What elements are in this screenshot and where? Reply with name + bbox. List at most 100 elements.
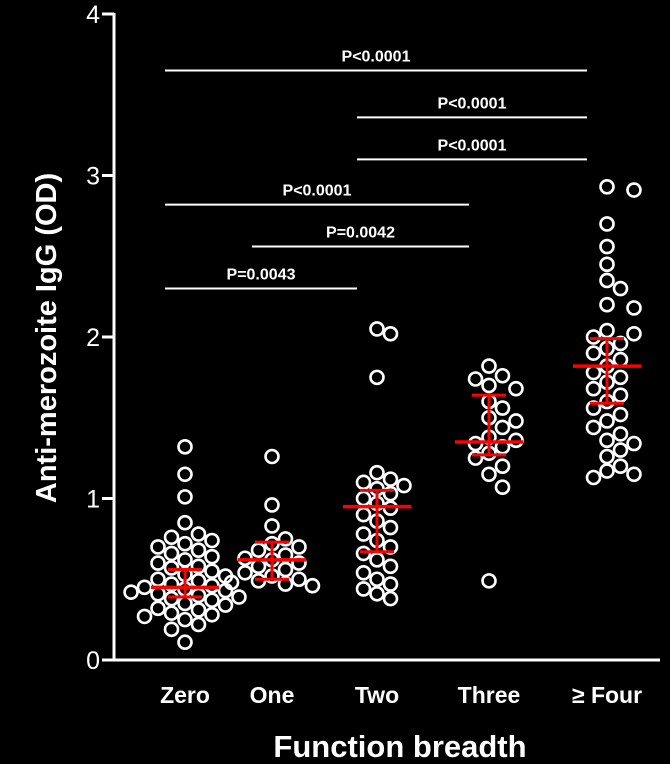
p-value-label: P<0.0001 bbox=[283, 183, 352, 200]
data-point bbox=[585, 469, 602, 486]
data-point bbox=[190, 587, 207, 604]
data-point bbox=[585, 400, 602, 416]
data-point bbox=[612, 426, 629, 442]
data-point bbox=[599, 296, 615, 313]
data-point bbox=[382, 519, 399, 536]
data-point bbox=[467, 450, 484, 466]
y-axis-label: Anti-merozoite IgG (OD) bbox=[31, 173, 63, 503]
data-point bbox=[250, 573, 267, 589]
data-point bbox=[626, 466, 642, 483]
data-point bbox=[612, 369, 629, 386]
data-point bbox=[190, 616, 207, 633]
data-point bbox=[508, 413, 524, 429]
data-point bbox=[177, 489, 193, 505]
data-point bbox=[612, 458, 629, 475]
x-tick-label: Two bbox=[355, 682, 399, 708]
y-tick-label: 0 bbox=[86, 647, 100, 675]
p-value-label: P=0.0042 bbox=[326, 225, 395, 242]
data-point bbox=[612, 335, 629, 352]
data-point bbox=[382, 539, 399, 555]
data-point bbox=[599, 322, 615, 339]
data-point bbox=[277, 531, 294, 547]
data-point bbox=[163, 545, 180, 562]
data-point bbox=[494, 367, 511, 384]
data-point bbox=[231, 589, 247, 605]
data-point bbox=[177, 595, 193, 612]
data-point bbox=[626, 300, 642, 316]
data-point bbox=[612, 406, 629, 423]
p-value-label: P=0.0043 bbox=[227, 267, 296, 284]
data-point bbox=[190, 602, 207, 618]
data-point bbox=[291, 555, 307, 571]
data-point bbox=[508, 380, 524, 397]
data-point bbox=[599, 463, 615, 479]
data-point bbox=[277, 576, 294, 592]
y-tick-label: 2 bbox=[86, 324, 100, 352]
data-point bbox=[355, 526, 372, 542]
data-point bbox=[217, 597, 234, 613]
data-point bbox=[177, 611, 193, 628]
data-point bbox=[177, 439, 193, 455]
data-point bbox=[585, 419, 602, 436]
data-point bbox=[612, 387, 629, 403]
data-point bbox=[481, 377, 497, 394]
data-point bbox=[382, 558, 399, 575]
data-point bbox=[177, 552, 193, 568]
data-point bbox=[204, 532, 220, 549]
data-point bbox=[599, 216, 615, 232]
data-point bbox=[467, 371, 484, 387]
data-point bbox=[150, 539, 166, 555]
data-point bbox=[204, 592, 220, 609]
data-point bbox=[612, 351, 629, 368]
comparison-brackets: P=0.0043 P=0.0042 P<0.0001 P<0.0001 P<0.0001… bbox=[165, 49, 587, 290]
data-point bbox=[190, 526, 207, 542]
data-point bbox=[190, 573, 207, 589]
data-point bbox=[599, 238, 615, 255]
x-tick-label: Zero bbox=[160, 682, 210, 708]
data-point bbox=[369, 585, 385, 602]
data-point bbox=[136, 579, 153, 596]
data-point bbox=[250, 542, 267, 558]
data-point bbox=[264, 448, 280, 465]
data-point bbox=[291, 571, 307, 588]
data-point bbox=[304, 577, 321, 594]
data-point bbox=[177, 535, 193, 552]
data-point bbox=[355, 545, 372, 562]
data-point bbox=[382, 590, 399, 607]
data-point bbox=[355, 581, 372, 597]
data-point bbox=[291, 539, 307, 555]
data-point bbox=[626, 435, 642, 452]
data-points bbox=[123, 179, 642, 651]
y-tick-label: 4 bbox=[86, 1, 100, 29]
data-point bbox=[150, 585, 166, 602]
data-point bbox=[585, 329, 602, 345]
data-point bbox=[494, 400, 511, 416]
data-point bbox=[396, 477, 412, 494]
axes: 0 1 2 3 4 Zero One Two Three ≥ Four bbox=[86, 1, 660, 708]
data-point bbox=[369, 571, 385, 588]
data-point bbox=[163, 621, 180, 638]
data-point bbox=[481, 358, 497, 374]
y-tick-label: 3 bbox=[86, 163, 100, 191]
p-value-label: P<0.0001 bbox=[342, 49, 411, 66]
data-point bbox=[599, 179, 615, 195]
data-point bbox=[599, 432, 615, 449]
data-point bbox=[177, 634, 193, 651]
x-tick-label: Three bbox=[458, 682, 521, 708]
data-point bbox=[626, 325, 642, 342]
data-point bbox=[237, 564, 253, 581]
data-point bbox=[163, 529, 180, 546]
data-point bbox=[382, 485, 399, 502]
data-point bbox=[585, 364, 602, 381]
data-point bbox=[481, 573, 497, 589]
data-point bbox=[599, 413, 615, 429]
data-point bbox=[626, 182, 642, 198]
data-point bbox=[355, 564, 372, 581]
data-point bbox=[223, 574, 240, 591]
data-point bbox=[369, 552, 385, 568]
data-point bbox=[599, 448, 615, 465]
data-point bbox=[612, 442, 629, 458]
data-point bbox=[204, 606, 220, 623]
data-point bbox=[163, 560, 180, 576]
x-tick-label: One bbox=[250, 682, 295, 708]
